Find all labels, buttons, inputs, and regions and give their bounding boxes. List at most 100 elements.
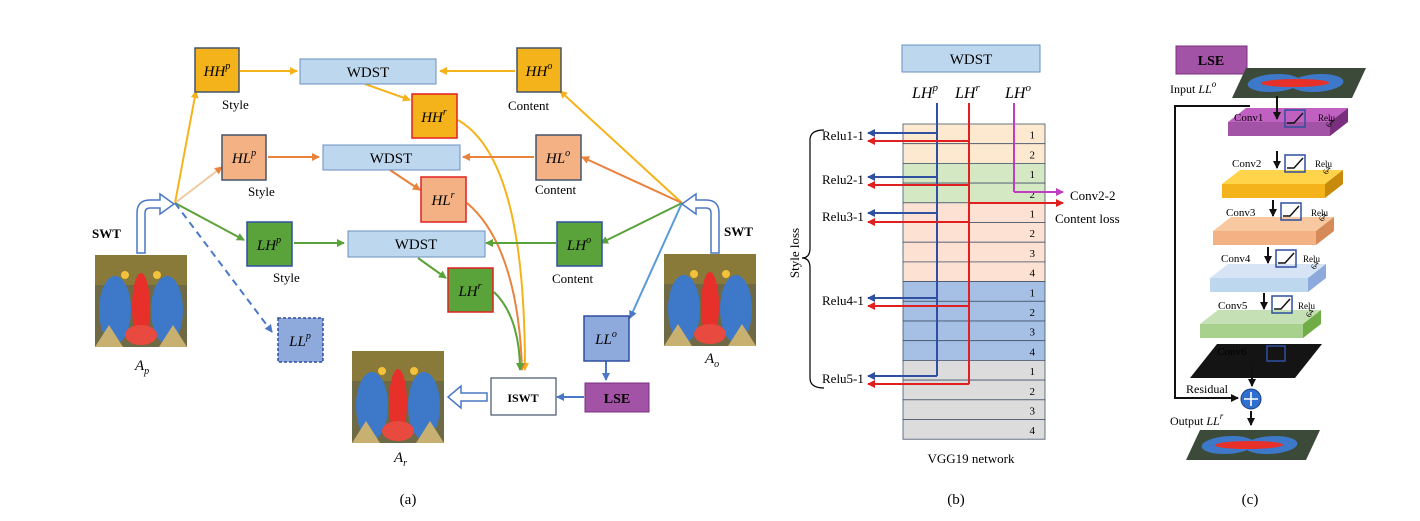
wdst-box-lh [347,230,486,258]
vgg-layer-row [902,340,1046,361]
panel-a-connectors [174,67,683,401]
vgg-layer-row [902,399,1046,420]
image-a-p [95,255,187,347]
node-lh-r-label: LHr [457,281,481,300]
style-label-hl: Style [248,184,275,199]
conv22-label: Conv2-2 [1070,188,1116,203]
node-hh-r [411,93,458,139]
conv-layer-name: Conv5 [1218,300,1248,312]
vgg-layer-number: 4 [1030,425,1036,437]
residual-line [1174,105,1250,402]
vgg-network-label: VGG19 network [927,451,1015,466]
head-lh-r: LHr [954,82,980,102]
conv-layer-channels: 64 [1309,260,1321,271]
node-hl-p [221,134,267,181]
vgg-layer-row [902,241,1046,263]
node-ll-p-label: LLp [288,331,311,350]
vgg-layer-number: 4 [1030,346,1036,358]
lse-label-c: LSE [1198,54,1224,69]
output-label: Output LLr [1170,411,1224,428]
vgg-layer-number: 2 [1030,307,1036,319]
residual-label: Residual [1186,382,1229,396]
conv-layer-activation: Relu [1298,301,1315,311]
node-hl-r [420,176,467,223]
lse-box [584,382,650,413]
add-icon-plus [1244,392,1258,406]
conv-layer-5 [1200,310,1321,338]
panel-c: LSE Input LLo Residual [1170,45,1366,508]
vgg-layer-number: 1 [1030,130,1036,142]
conv-layer-3 [1213,217,1334,245]
head-lh-o: LHo [1004,82,1031,102]
node-lh-r [447,267,494,313]
vgg-layer-number: 3 [1030,327,1036,339]
label-a-o: Ao [704,351,719,370]
content-label-hh: Content [508,98,550,113]
layer-arrows [1247,96,1281,426]
input-label: Input LLo [1170,79,1217,96]
node-hl-p-label: HLp [231,148,256,167]
relu-label-2: Relu2-1 [822,172,864,187]
content-label-lh: Content [552,271,594,286]
conv-layer-channels: 64 [1317,212,1329,223]
output-hollow-arrow [446,384,488,410]
conv-layer-channels: 64 [1304,308,1316,319]
conv-layer-activation: Relu [1318,113,1335,123]
conv-layer-4 [1210,264,1326,292]
wdst-box-b [901,44,1041,73]
conv-layer-activation: Relu [1311,208,1328,218]
node-ll-o-label: LLo [594,329,617,348]
wdst-box-hl [322,144,461,171]
node-hh-o-label: HHo [525,61,553,80]
lse-label: LSE [604,392,630,407]
style-label-hh: Style [222,97,249,112]
image-a-r [352,351,444,443]
vgg-layer-number: 4 [1030,268,1036,280]
vgg-layer-number: 3 [1030,248,1036,260]
iswt-box [490,377,557,416]
vgg-layer-row [902,261,1046,282]
vgg-layer-number: 1 [1030,169,1036,181]
content-label-hl: Content [535,182,577,197]
swt-right-arrow [680,192,720,254]
node-hh-r-label: HHr [420,107,447,126]
relu-label-4: Relu4-1 [822,293,864,308]
vgg-layer-number: 2 [1030,189,1036,201]
input-ll-image [1232,68,1366,98]
vgg-layer-row [902,300,1046,322]
vgg-layer-number: 2 [1030,149,1036,161]
conv-layer-6 [1190,344,1322,378]
panel-b: WDST LHp LHr LHo 1 2 1 2 1 2 3 4 1 2 3 4 1 2 3 4 Relu1-… [787,44,1120,508]
vgg-layer-row [902,222,1046,243]
vgg-layer-number: 2 [1030,386,1036,398]
node-ll-p [277,317,324,363]
vgg-layer-number: 2 [1030,228,1036,240]
conv-layer-name: Conv3 [1226,207,1256,219]
node-lh-o-label: LHo [566,235,591,254]
node-ll-o [583,315,630,362]
wdst-label-lh: WDST [395,237,438,253]
style-loss-label: Style loss [787,228,802,278]
vgg-layer-number: 1 [1030,366,1036,378]
node-lh-p [246,221,293,267]
label-a-r: Ar [393,450,407,469]
conv-layer-name: Conv4 [1221,253,1251,265]
panel-a: SWT SWT Ap Ao Ar WDST WDST WDST HHp HHo … [92,47,756,508]
wdst-label-b: WDST [950,52,993,68]
swt-right-label: SWT [724,224,753,239]
iswt-label: ISWT [507,391,538,405]
node-lh-p-label: LHp [256,235,281,254]
vgg-layer-number: 1 [1030,209,1036,221]
vgg-layer-row [902,143,1046,164]
vgg-layer-row [902,359,1046,381]
relu-icon [1266,109,1306,362]
relu-label-3: Relu3-1 [822,209,864,224]
caption-b: (b) [947,492,965,508]
conv-layer-name: Conv1 [1234,112,1263,124]
node-hl-o [535,134,582,181]
swt-left-label: SWT [92,226,121,241]
conv-layer-activation: Relu [1303,254,1320,264]
wdst-label-hl: WDST [370,151,413,167]
vgg-connectors [867,103,1064,388]
